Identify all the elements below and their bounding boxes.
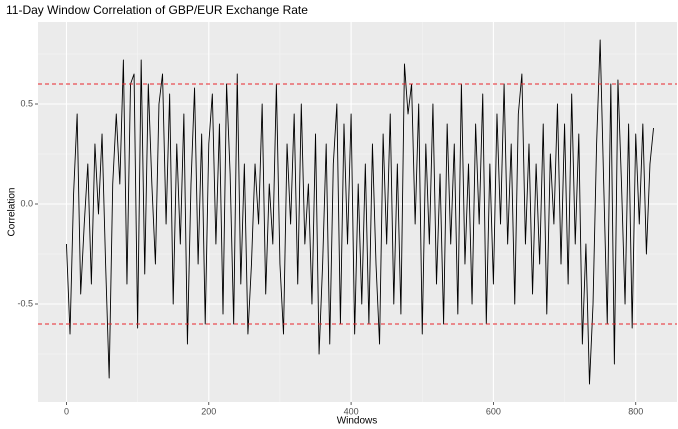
chart-title: 11-Day Window Correlation of GBP/EUR Exc… bbox=[6, 3, 308, 17]
y-tick-label: 0.5 bbox=[20, 98, 33, 108]
y-tick-label: 0.0 bbox=[20, 198, 33, 208]
x-tick-label: 0 bbox=[64, 406, 69, 416]
x-tick-label: 800 bbox=[628, 406, 643, 416]
x-axis-title: Windows bbox=[337, 416, 378, 427]
line bbox=[66, 39, 654, 385]
y-tick-label: -0.5 bbox=[17, 298, 33, 308]
x-tick-label: 400 bbox=[344, 406, 359, 416]
x-tick-label: 600 bbox=[486, 406, 501, 416]
x-tick-label: 200 bbox=[201, 406, 216, 416]
y-axis-title: Correlation bbox=[7, 188, 18, 237]
